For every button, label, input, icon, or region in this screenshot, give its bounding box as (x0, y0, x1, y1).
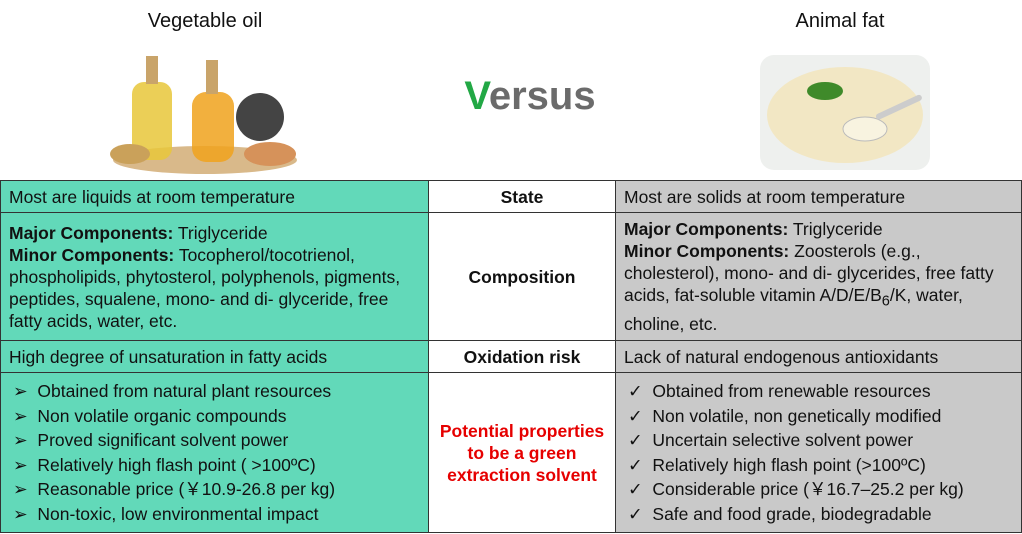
list-item: ✓ Obtained from renewable resources (624, 379, 1013, 404)
row: High degree of unsaturation in fatty aci… (1, 341, 1022, 373)
list-item: ➢ Reasonable price (￥10.9-26.8 per kg) (9, 477, 420, 502)
cell: Oxidation risk (429, 341, 616, 373)
list-item: ✓ Non volatile, non genetically modified (624, 404, 1013, 429)
versus-text: Versus (464, 74, 595, 119)
cell: ➢ Obtained from natural plant resources➢… (1, 373, 429, 533)
list-item: ✓ Safe and food grade, biodegradable (624, 502, 1013, 527)
list-item: ➢ Non-toxic, low environmental impact (9, 502, 420, 527)
item-text: Relatively high flash point (>100ºC) (652, 455, 925, 475)
item-text: Non volatile organic compounds (37, 406, 286, 426)
item-text: Safe and food grade, biodegradable (652, 504, 931, 524)
bullet: ✓ (628, 381, 643, 401)
bullet: ✓ (628, 504, 643, 524)
bullet: ➢ (13, 430, 28, 450)
cell: High degree of unsaturation in fatty aci… (1, 341, 429, 373)
item-text: Non volatile, non genetically modified (652, 406, 941, 426)
page: Vegetable oil Animal fat Versus Most are… (0, 0, 1022, 534)
bullet: ➢ (13, 406, 28, 426)
cell: ✓ Obtained from renewable resources✓ Non… (616, 373, 1022, 533)
subscript: 6 (882, 294, 890, 310)
bullet: ➢ (13, 479, 28, 499)
comparison-table: Most are liquids at room temperature Sta… (0, 180, 1022, 533)
vegetable-oil-image (110, 42, 300, 176)
list: ✓ Obtained from renewable resources✓ Non… (624, 379, 1013, 526)
right-title: Animal fat (690, 10, 990, 33)
bullet: ✓ (628, 430, 643, 450)
row: ➢ Obtained from natural plant resources➢… (1, 373, 1022, 533)
list-item: ➢ Relatively high flash point ( >100ºC) (9, 453, 420, 478)
cell: Lack of natural endogenous antioxidants (616, 341, 1022, 373)
bullet: ➢ (13, 504, 28, 524)
item-text: Obtained from renewable resources (652, 381, 930, 401)
label: Major Components: (624, 219, 788, 239)
item-text: Uncertain selective solvent power (652, 430, 913, 450)
bullet: ✓ (628, 479, 643, 499)
item-text: Considerable price (￥16.7–25.2 per kg) (652, 479, 963, 499)
item-text: Relatively high flash point ( >100ºC) (37, 455, 315, 475)
text: Triglyceride (178, 223, 268, 243)
label: Minor Components: (624, 241, 789, 261)
label: Major Components: (9, 223, 173, 243)
item-text: Proved significant solvent power (37, 430, 288, 450)
cell: Composition (429, 213, 616, 341)
item-text: Obtained from natural plant resources (37, 381, 331, 401)
cell: Most are solids at room temperature (616, 181, 1022, 213)
list-item: ✓ Considerable price (￥16.7–25.2 per kg) (624, 477, 1013, 502)
list-item: ✓ Relatively high flash point (>100ºC) (624, 453, 1013, 478)
cell: Most are liquids at room temperature (1, 181, 429, 213)
row: Most are liquids at room temperature Sta… (1, 181, 1022, 213)
list-item: ➢ Proved significant solvent power (9, 428, 420, 453)
item-text: Non-toxic, low environmental impact (37, 504, 318, 524)
list-item: ➢ Non volatile organic compounds (9, 404, 420, 429)
cell: State (429, 181, 616, 213)
list-item: ✓ Uncertain selective solvent power (624, 428, 1013, 453)
text: Triglyceride (793, 219, 883, 239)
list-item: ➢ Obtained from natural plant resources (9, 379, 420, 404)
label: Minor Components: (9, 245, 174, 265)
list: ➢ Obtained from natural plant resources➢… (9, 379, 420, 526)
bullet: ➢ (13, 381, 28, 401)
item-text: Reasonable price (￥10.9-26.8 per kg) (37, 479, 335, 499)
animal-fat-image (755, 45, 935, 175)
bullet: ✓ (628, 406, 643, 426)
cell: Potential properties to be a green extra… (429, 373, 616, 533)
center-title: Versus (430, 74, 630, 119)
bullet: ✓ (628, 455, 643, 475)
bullet: ➢ (13, 455, 28, 475)
left-title: Vegetable oil (55, 10, 355, 33)
